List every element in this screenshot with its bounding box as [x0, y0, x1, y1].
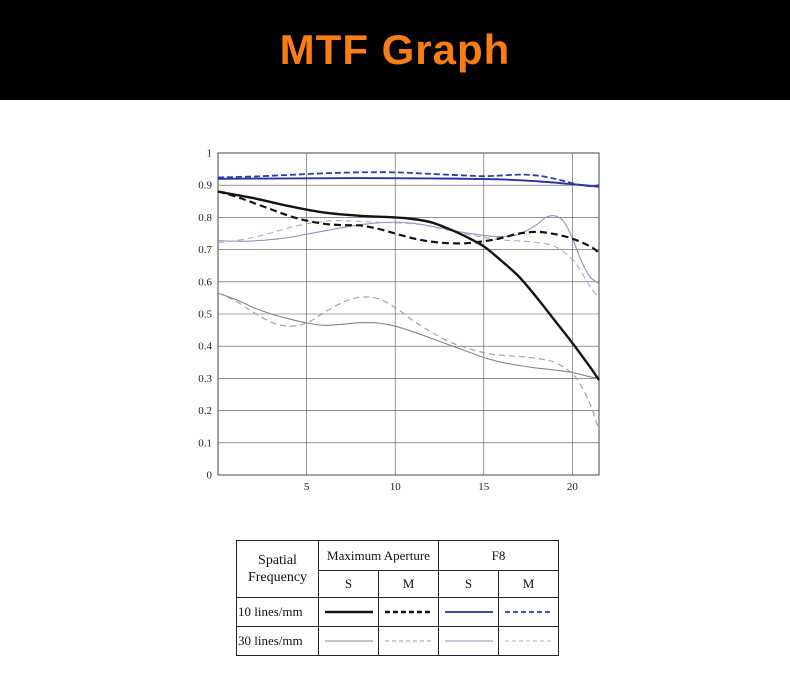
- legend-sample-10lines-max-s: [318, 597, 379, 627]
- mtf-chart: 0 0.1 0.2 0.3 0.4 0.5 0.6 0.7 0.8 0.9 1 5 10 15 20: [188, 143, 608, 495]
- legend-line-swatch: [504, 640, 553, 642]
- legend-subheader-f8-m: M: [498, 570, 559, 598]
- legend-subheader-max-m: M: [378, 570, 439, 598]
- y-tick-label: 0.5: [198, 309, 212, 321]
- legend-sample-30lines-max-m: [378, 626, 439, 656]
- y-tick-label: 0.3: [198, 373, 212, 385]
- y-tick-label: 0.2: [198, 405, 212, 417]
- y-tick-label: 0.9: [198, 180, 212, 192]
- header-banner: MTF Graph: [0, 0, 790, 100]
- legend-line-swatch: [444, 640, 493, 642]
- legend-line-swatch: [384, 610, 433, 614]
- legend-sample-10lines-f8-s: [438, 597, 499, 627]
- legend-line-swatch: [324, 640, 373, 642]
- legend-subheader-max-s: S: [318, 570, 379, 598]
- page-title: MTF Graph: [279, 26, 511, 73]
- series-f8-10lines-s: [217, 177, 600, 188]
- legend-sample-10lines-f8-m: [498, 597, 559, 627]
- series-max-aperture-10lines-m: [217, 190, 600, 254]
- plot-border: [217, 152, 600, 476]
- x-tick-label: 5: [304, 481, 310, 493]
- legend-line-swatch: [444, 611, 493, 613]
- legend-group-maximum-aperture: Maximum Aperture: [318, 540, 439, 571]
- legend-line-swatch: [384, 640, 433, 642]
- series-max-aperture-10lines-s: [217, 190, 600, 381]
- legend-sample-10lines-max-m: [378, 597, 439, 627]
- y-tick-label: 0.6: [198, 276, 212, 288]
- legend-group-f8: F8: [438, 540, 559, 571]
- legend-line-swatch: [324, 610, 373, 614]
- legend-line-swatch: [504, 611, 553, 613]
- legend-header-spatial-frequency: Spatial Frequency: [236, 540, 319, 598]
- y-tick-label: 0.1: [198, 437, 212, 449]
- y-tick-label: 0.4: [198, 341, 212, 353]
- legend-table: Spatial Frequency Maximum Aperture F8 S …: [236, 540, 559, 656]
- x-tick-label: 20: [567, 481, 579, 493]
- series-f8-10lines-m: [217, 171, 600, 188]
- series-f8-30lines-m: [217, 220, 600, 299]
- x-tick-label: 10: [390, 481, 402, 493]
- legend-sample-30lines-f8-s: [438, 626, 499, 656]
- y-tick-label: 0.8: [198, 212, 212, 224]
- series-max-aperture-30lines-s: [217, 292, 600, 379]
- legend-sample-30lines-max-s: [318, 626, 379, 656]
- mtf-chart-svg: 00.10.20.30.40.50.60.70.80.915 10 15 20: [198, 148, 600, 493]
- legend-row-label-30lines: 30 lines/mm: [236, 626, 319, 656]
- y-tick-label: 0.7: [198, 244, 212, 256]
- legend-sample-30lines-f8-m: [498, 626, 559, 656]
- legend-row-label-10lines: 10 lines/mm: [236, 597, 319, 627]
- y-tick-label: 0: [207, 470, 213, 482]
- legend-subheader-f8-s: S: [438, 570, 499, 598]
- x-tick-label: 15: [478, 481, 490, 493]
- series-max-aperture-30lines-m: [217, 292, 600, 431]
- y-tick-label: 1: [207, 148, 213, 160]
